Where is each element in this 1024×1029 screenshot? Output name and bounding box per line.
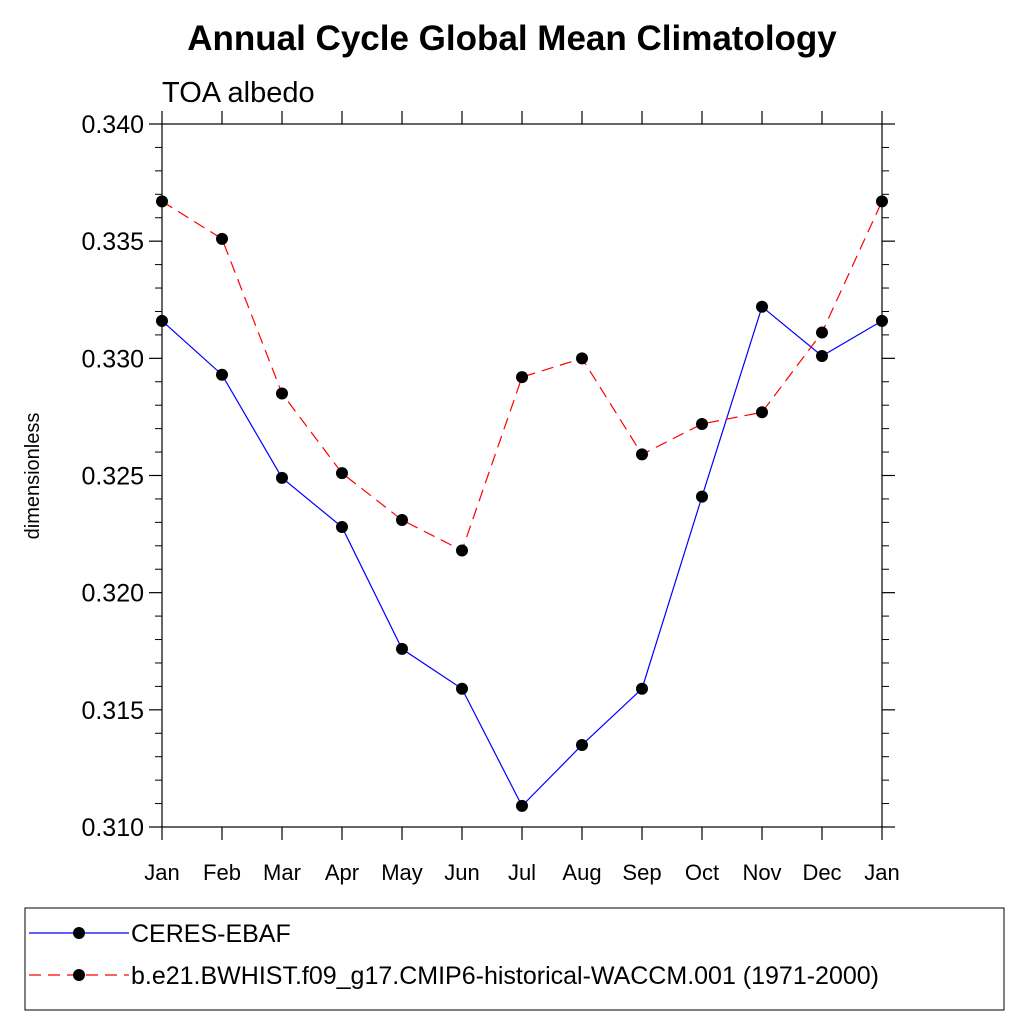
chart-subtitle: TOA albedo [162, 77, 315, 109]
data-point-ceres [336, 521, 348, 534]
x-tick-label: May [381, 860, 423, 885]
x-tick-label: Apr [325, 860, 359, 885]
data-point-waccm [696, 417, 708, 430]
data-point-waccm [576, 352, 588, 365]
y-axis-label: dimensionless [22, 413, 44, 540]
data-point-waccm [396, 514, 408, 527]
data-point-waccm [636, 448, 648, 461]
x-tick-label: Oct [685, 860, 719, 885]
data-point-waccm [456, 544, 468, 557]
data-point-ceres [696, 490, 708, 503]
series-layer [156, 195, 888, 812]
chart-title: Annual Cycle Global Mean Climatology [187, 19, 837, 58]
data-point-ceres [516, 799, 528, 812]
data-point-ceres [876, 314, 888, 327]
plot-frame [161, 123, 883, 828]
data-point-ceres [456, 682, 468, 695]
y-tick-label: 0.310 [81, 814, 144, 842]
data-point-ceres [576, 738, 588, 751]
legend-frame [24, 907, 1005, 1011]
x-tick-label: Jun [444, 860, 479, 885]
x-tick-label: Sep [622, 860, 661, 885]
data-point-waccm [156, 195, 168, 208]
data-point-ceres [156, 314, 168, 327]
x-tick-label: Mar [263, 860, 301, 885]
data-point-waccm [876, 195, 888, 208]
data-point-ceres [636, 682, 648, 695]
x-tick-label: Jan [864, 860, 899, 885]
x-tick-label: Jan [144, 860, 179, 885]
y-tick-label: 0.325 [81, 463, 144, 491]
x-tick-label: Jul [508, 860, 536, 885]
legend-label-waccm: b.e21.BWHIST.f09_g17.CMIP6-historical-WA… [131, 962, 879, 990]
x-tick-label: Dec [802, 860, 841, 885]
data-point-waccm [516, 371, 528, 384]
y-tick-label: 0.335 [81, 228, 144, 256]
x-tick-label: Aug [562, 860, 601, 885]
data-point-ceres [756, 300, 768, 313]
data-point-waccm [756, 406, 768, 419]
data-point-ceres [816, 349, 828, 362]
legend-marker-waccm [73, 969, 85, 981]
data-point-waccm [816, 326, 828, 339]
legend-marker-ceres [73, 927, 85, 939]
y-tick-label: 0.320 [81, 580, 144, 608]
data-point-ceres [396, 642, 408, 655]
data-point-ceres [216, 368, 228, 381]
y-tick-label: 0.330 [81, 345, 144, 373]
y-tick-label: 0.315 [81, 697, 144, 725]
y-tick-label: 0.340 [81, 111, 144, 139]
data-point-waccm [336, 467, 348, 480]
data-point-ceres [276, 471, 288, 484]
axis-ticks: 0.310 0.315 0.320 0.325 0.330 0.335 0.340 Jan Fe… [81, 111, 900, 885]
legend-label-ceres: CERES-EBAF [131, 920, 291, 948]
x-tick-label: Nov [742, 860, 781, 885]
data-point-waccm [216, 232, 228, 245]
x-tick-label: Feb [203, 860, 241, 885]
data-point-waccm [276, 387, 288, 400]
legend: CERES-EBAF b.e21.BWHIST.f09_g17.CMIP6-hi… [24, 907, 1005, 1011]
